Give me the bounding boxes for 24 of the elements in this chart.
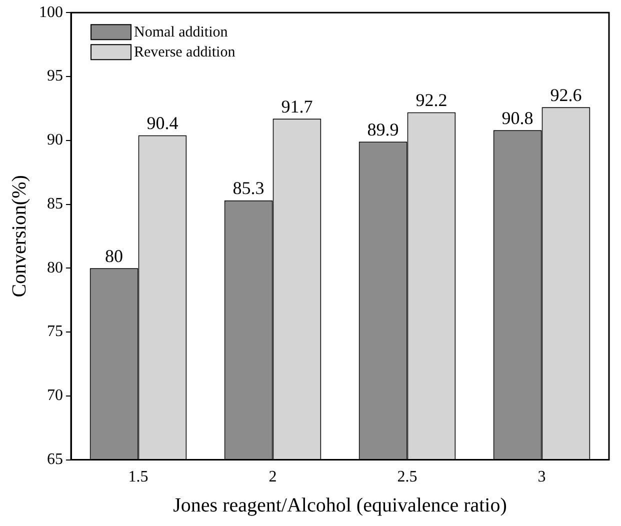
x-axis-title: Jones reagent/Alcohol (equivalence ratio) bbox=[173, 494, 507, 516]
data-label: 92.2 bbox=[416, 90, 448, 110]
y-tick-label: 65 bbox=[47, 451, 63, 468]
data-label: 89.9 bbox=[367, 119, 399, 140]
x-tick-label: 2.5 bbox=[397, 468, 418, 486]
data-label: 91.7 bbox=[281, 96, 313, 116]
x-tick-label: 3 bbox=[538, 468, 546, 486]
y-tick-label: 70 bbox=[47, 387, 63, 404]
data-label: 85.3 bbox=[232, 178, 264, 198]
y-axis-title: Conversion(%) bbox=[8, 175, 30, 298]
y-tick-label: 100 bbox=[39, 4, 63, 21]
data-label: 90.4 bbox=[146, 112, 178, 133]
x-tick-label: 1.5 bbox=[128, 468, 148, 486]
data-label: 92.6 bbox=[550, 84, 582, 105]
x-tick-label: 2 bbox=[268, 468, 277, 486]
data-label: 80 bbox=[105, 246, 124, 266]
data-label: 90.8 bbox=[502, 108, 534, 128]
legend-label: Reverse addition bbox=[134, 44, 236, 61]
legend-label: Nomal addition bbox=[134, 24, 228, 41]
y-tick-label: 75 bbox=[47, 323, 63, 340]
y-tick-label: 85 bbox=[47, 195, 63, 212]
y-tick-label: 95 bbox=[47, 68, 63, 85]
y-tick-label: 80 bbox=[47, 259, 63, 276]
y-tick-label: 90 bbox=[47, 132, 63, 149]
